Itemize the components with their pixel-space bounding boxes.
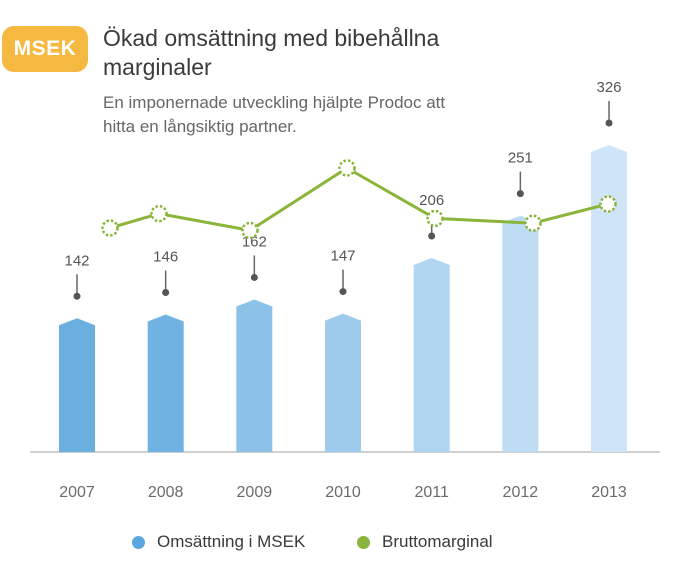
legend-label-margin: Bruttomarginal: [382, 532, 493, 551]
chart-subtitle: En imponernade utveckling hjälpte Prodoc…: [103, 91, 523, 139]
chart-title-line1: Ökad omsättning med bibehållna: [103, 25, 440, 51]
callout-dot-2008: [162, 289, 170, 297]
data-label-2013: 326: [597, 79, 622, 96]
callout-dot-2011: [428, 232, 436, 240]
legend-item-margin: Bruttomarginal: [357, 532, 493, 552]
margin-point-2012: [524, 214, 542, 232]
chart-subtitle-line2: hitta en långsiktig partner.: [103, 117, 297, 136]
bar-2012: [502, 215, 539, 452]
x-tick-label-2012: 2012: [503, 484, 539, 501]
margin-point-2008: [150, 204, 168, 223]
x-tick-label-2007: 2007: [59, 484, 95, 501]
data-label-2011: 206: [419, 192, 444, 209]
legend-swatch-revenue: [132, 535, 145, 549]
callout-dot-2013: [605, 119, 613, 127]
bar-2010: [325, 313, 362, 452]
legend-label-revenue: Omsättning i MSEK: [157, 532, 306, 551]
chart-subtitle-line1: En imponernade utveckling hjälpte Prodoc…: [103, 93, 446, 112]
bar-2007: [59, 318, 95, 452]
legend: Omsättning i MSEK Bruttomarginal: [0, 532, 680, 558]
margin-point-2010: [338, 159, 356, 177]
margin-point-2013: [599, 195, 617, 213]
legend-swatch-margin: [357, 535, 370, 549]
data-label-2010: 147: [330, 248, 355, 265]
callout-dot-2007: [73, 292, 81, 300]
chart-title-line2: marginaler: [103, 54, 212, 80]
data-label-2007: 142: [64, 252, 89, 269]
bar-2008: [147, 314, 184, 452]
x-tick-label-2011: 2011: [414, 484, 449, 501]
callout-dot-2010: [339, 288, 347, 296]
data-label-2008: 146: [153, 249, 178, 266]
callout-dot-2012: [516, 190, 524, 198]
margin-point-2011: [426, 209, 444, 228]
x-tick-label-2010: 2010: [325, 484, 361, 501]
chart-title: Ökad omsättning med bibehållna marginale…: [103, 24, 523, 82]
bar-2009: [236, 299, 273, 452]
bar-2011: [413, 258, 450, 452]
callout-dot-2009: [250, 273, 258, 281]
data-label-2012: 251: [508, 150, 533, 167]
margin-point-2009: [241, 221, 259, 240]
legend-item-revenue: Omsättning i MSEK: [132, 532, 305, 552]
x-tick-label-2008: 2008: [148, 484, 184, 501]
x-tick-label-2013: 2013: [591, 484, 627, 501]
unit-badge: MSEK: [2, 26, 88, 72]
margin-point-2007: [101, 219, 119, 237]
bar-2013: [591, 145, 628, 452]
x-tick-label-2009: 2009: [237, 484, 273, 501]
